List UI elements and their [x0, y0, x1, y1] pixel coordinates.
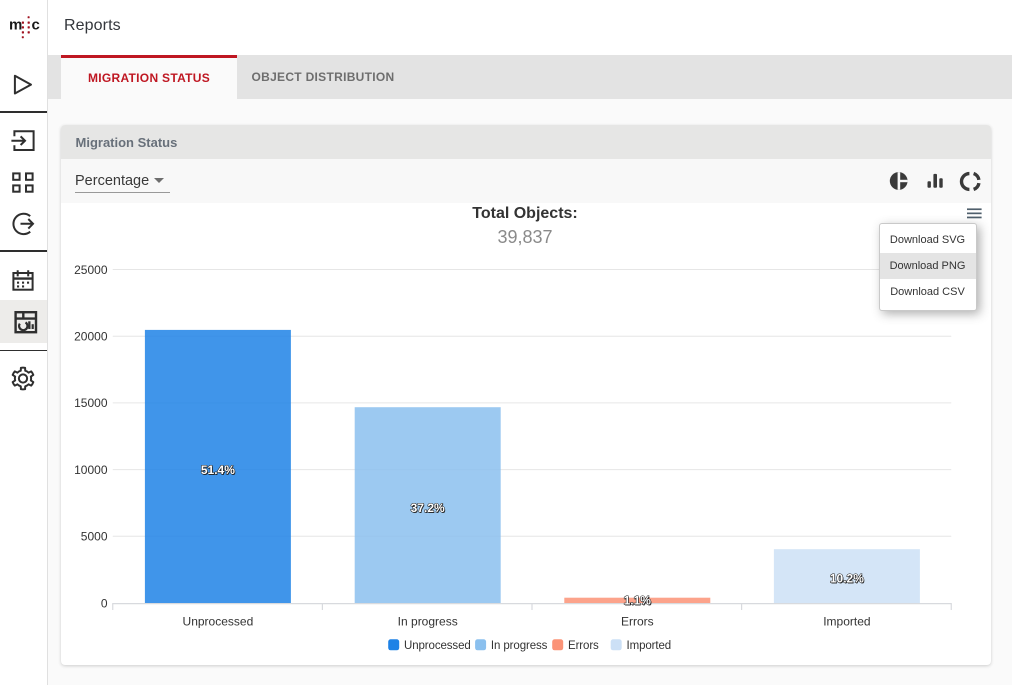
svg-text:37.2%: 37.2%	[410, 501, 444, 515]
svg-text:39,837: 39,837	[497, 227, 552, 247]
svg-text:Imported: Imported	[626, 640, 671, 652]
svg-text:0: 0	[100, 596, 107, 610]
svg-text:25000: 25000	[74, 263, 108, 277]
svg-text:20000: 20000	[74, 330, 108, 344]
svg-text:In progress: In progress	[490, 640, 547, 652]
svg-text:51.4%: 51.4%	[200, 463, 234, 477]
svg-text:5000: 5000	[80, 530, 107, 544]
svg-text:Unprocessed: Unprocessed	[182, 615, 253, 629]
svg-text:Imported: Imported	[823, 615, 870, 629]
svg-text:37.2%: 37.2%	[411, 502, 445, 516]
svg-text:10000: 10000	[74, 463, 108, 477]
svg-text:10.2%: 10.2%	[829, 571, 863, 585]
svg-text:10.2%: 10.2%	[830, 572, 864, 586]
svg-text:Errors: Errors	[620, 615, 653, 629]
svg-text:c: c	[32, 17, 40, 34]
svg-text:15000: 15000	[74, 396, 108, 410]
svg-text:In progress: In progress	[397, 615, 457, 629]
svg-text:1.1%: 1.1%	[624, 595, 652, 609]
svg-text:m: m	[9, 17, 22, 34]
svg-text:Total Objects:: Total Objects:	[472, 205, 578, 222]
svg-text:Errors: Errors	[568, 640, 599, 652]
svg-text:1.1%: 1.1%	[623, 594, 651, 608]
svg-text:51.4%: 51.4%	[201, 464, 235, 478]
svg-text:Unprocessed: Unprocessed	[404, 640, 471, 652]
